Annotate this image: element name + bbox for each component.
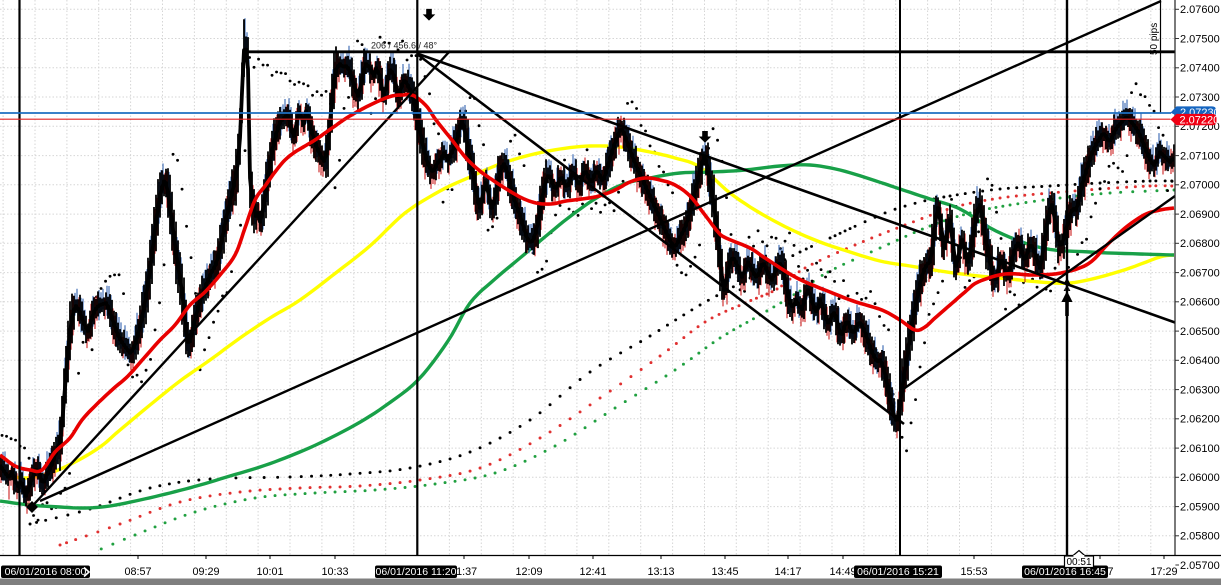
svg-text:2.07000: 2.07000	[1180, 180, 1220, 192]
svg-text:2.05900: 2.05900	[1180, 501, 1220, 513]
svg-text:2.05800: 2.05800	[1180, 531, 1220, 543]
svg-text:06/01/2016 08:00: 06/01/2016 08:00	[5, 566, 87, 578]
svg-text:2.06800: 2.06800	[1180, 238, 1220, 250]
svg-text:10:01: 10:01	[256, 566, 283, 578]
svg-text:00:51: 00:51	[1066, 557, 1091, 568]
svg-text:206 / 456.6 / 48°: 206 / 456.6 / 48°	[371, 41, 438, 51]
svg-text:2.07220: 2.07220	[1180, 115, 1220, 127]
svg-text:2.06200: 2.06200	[1180, 414, 1220, 426]
svg-text:12:09: 12:09	[515, 566, 542, 578]
svg-text:2.07300: 2.07300	[1180, 92, 1220, 104]
svg-text:06/01/2016 11:20: 06/01/2016 11:20	[376, 566, 457, 578]
svg-text:14:49: 14:49	[829, 566, 856, 578]
svg-text:2.06300: 2.06300	[1180, 384, 1220, 396]
svg-text:14:17: 14:17	[774, 566, 801, 578]
svg-text:2.06400: 2.06400	[1180, 355, 1220, 367]
svg-text:50 pips: 50 pips	[1149, 23, 1160, 55]
svg-text:2.06000: 2.06000	[1180, 472, 1220, 484]
svg-text:2.07100: 2.07100	[1180, 150, 1220, 162]
svg-text:2.07400: 2.07400	[1180, 63, 1220, 75]
svg-text:2.07600: 2.07600	[1180, 4, 1220, 16]
svg-text:06/01/2016 16:45: 06/01/2016 16:45	[1024, 566, 1106, 578]
svg-text:2.06600: 2.06600	[1180, 297, 1220, 309]
svg-text:2.06100: 2.06100	[1180, 443, 1220, 455]
svg-text:13:45: 13:45	[711, 566, 738, 578]
svg-text:13:13: 13:13	[647, 566, 674, 578]
svg-text:17:29: 17:29	[1150, 566, 1177, 578]
svg-text:15:53: 15:53	[960, 566, 987, 578]
svg-text:10:33: 10:33	[321, 566, 348, 578]
svg-text:06/01/2016 15:21: 06/01/2016 15:21	[857, 566, 939, 578]
svg-text:12:41: 12:41	[579, 566, 606, 578]
svg-text:2.07500: 2.07500	[1180, 33, 1220, 45]
svg-text:11:37: 11:37	[451, 566, 477, 578]
svg-text:2.06900: 2.06900	[1180, 209, 1220, 221]
svg-text:2.06500: 2.06500	[1180, 326, 1220, 338]
svg-text:2.05700: 2.05700	[1180, 560, 1220, 572]
svg-text:08:57: 08:57	[124, 566, 151, 578]
svg-text:2.06700: 2.06700	[1180, 267, 1220, 279]
svg-text:09:29: 09:29	[192, 566, 219, 578]
